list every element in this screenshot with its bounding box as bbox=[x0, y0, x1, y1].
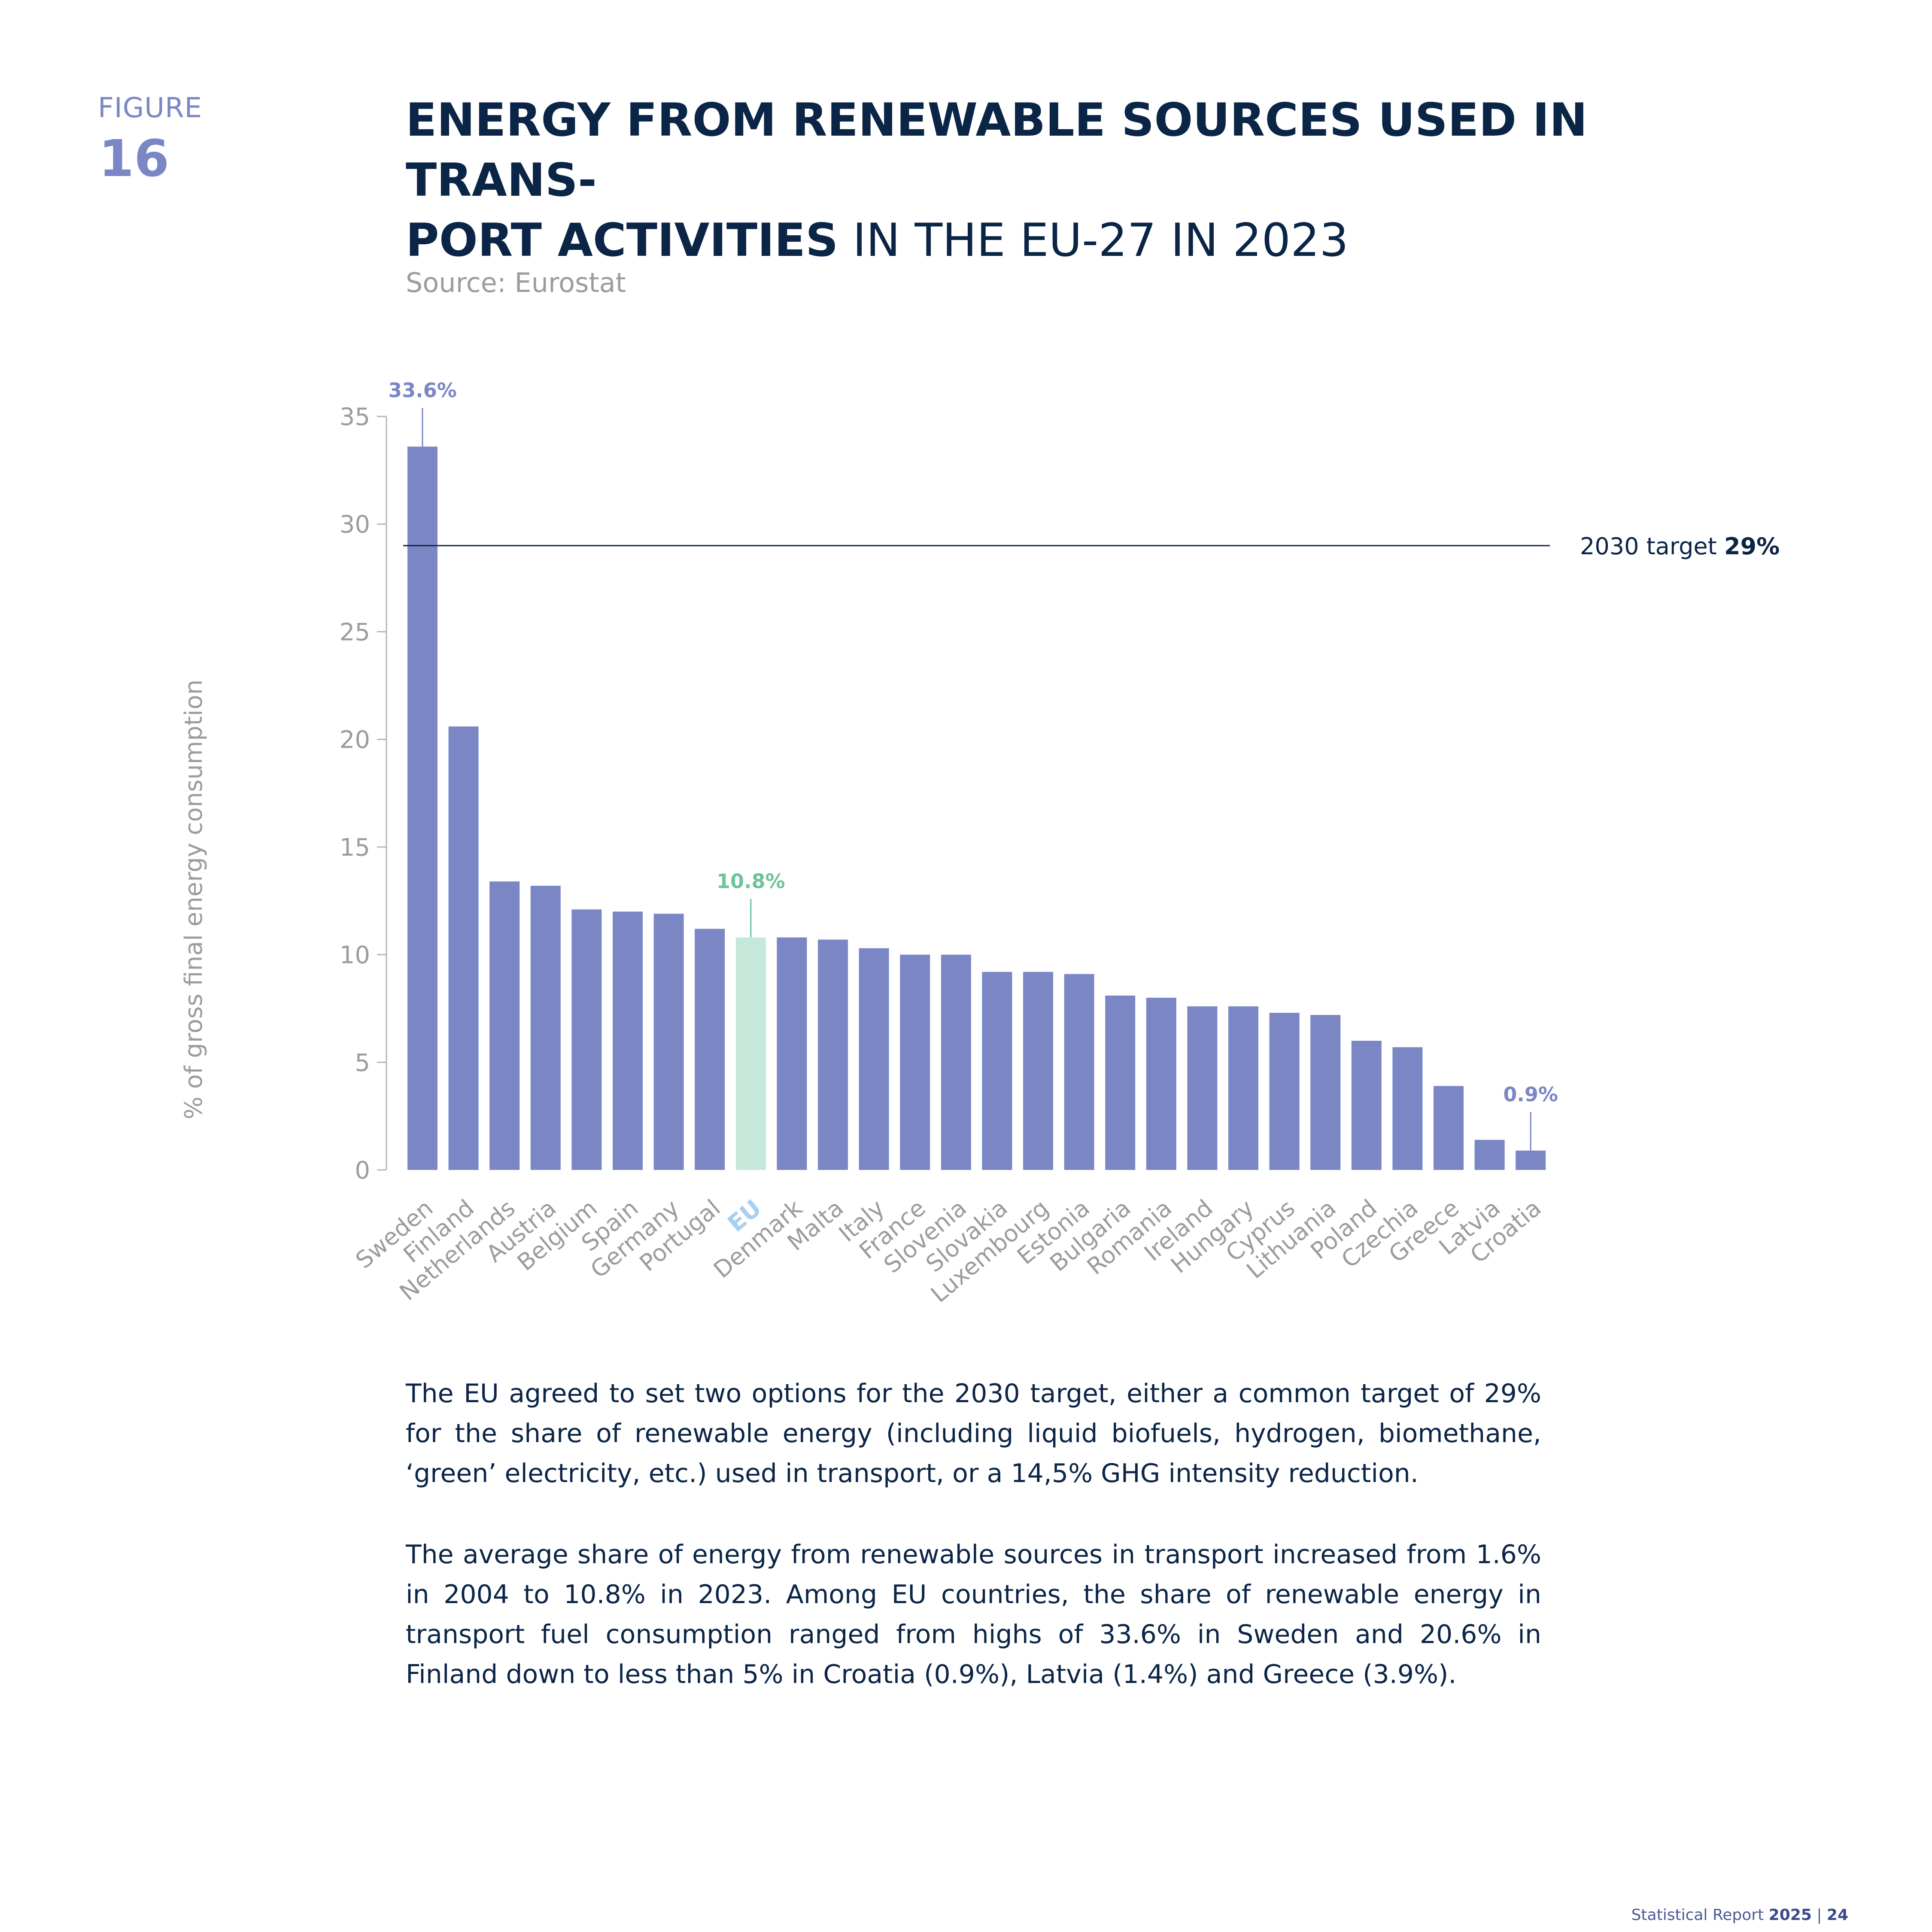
bar-estonia bbox=[1064, 974, 1094, 1170]
bar-chart: 0 5 10 15 20 25 30 35 SwedenFinlandNetherlandsA… bbox=[180, 379, 1780, 1308]
y-tick-label: 5 bbox=[355, 1049, 370, 1077]
bar-denmark bbox=[777, 937, 807, 1170]
title-bold-line1: ENERGY FROM RENEWABLE SOURCES USED IN TR… bbox=[406, 94, 1588, 207]
target-label-prefix: 2030 target bbox=[1580, 533, 1724, 560]
bar-austria bbox=[530, 886, 561, 1170]
bar-eu bbox=[735, 937, 766, 1170]
bar-greece bbox=[1434, 1086, 1464, 1170]
bar-poland bbox=[1351, 1041, 1382, 1170]
annotation-sweden: 33.6% bbox=[388, 379, 457, 402]
bar-croatia bbox=[1516, 1150, 1546, 1170]
paragraph-2: The average share of energy from renewab… bbox=[406, 1540, 1541, 1689]
y-tick-label: 20 bbox=[340, 726, 370, 754]
bar-malta bbox=[818, 939, 848, 1170]
paragraph-1: The EU agreed to set two options for the… bbox=[406, 1379, 1541, 1488]
title-light: IN THE EU-27 IN 2023 bbox=[838, 214, 1349, 267]
bar-slovakia bbox=[982, 972, 1012, 1170]
target-label-value: 29% bbox=[1724, 533, 1780, 560]
bar-netherlands bbox=[489, 881, 520, 1170]
bars bbox=[407, 447, 1546, 1170]
bar-slovenia bbox=[941, 954, 971, 1170]
page-footer: Statistical Report 2025 | 24 bbox=[1631, 1906, 1848, 1924]
bar-sweden bbox=[407, 447, 437, 1170]
bar-lithuania bbox=[1310, 1015, 1341, 1170]
bar-portugal bbox=[695, 929, 725, 1170]
footer-separator: | bbox=[1811, 1906, 1827, 1924]
bar-ireland bbox=[1187, 1006, 1218, 1170]
source-note: Source: Eurostat bbox=[406, 267, 626, 298]
y-tick-label: 15 bbox=[340, 834, 370, 862]
bar-cyprus bbox=[1269, 1012, 1300, 1170]
bar-spain bbox=[613, 911, 643, 1170]
figure-number: 16 bbox=[99, 129, 170, 188]
annotation-croatia: 0.9% bbox=[1503, 1083, 1558, 1106]
target-line-group: 2030 target 29% bbox=[403, 533, 1780, 560]
bar-czechia bbox=[1392, 1047, 1423, 1170]
footer-year: 2025 bbox=[1768, 1906, 1812, 1924]
bar-hungary bbox=[1228, 1006, 1258, 1170]
bar-bulgaria bbox=[1105, 995, 1136, 1170]
bar-germany bbox=[653, 914, 684, 1170]
bar-france bbox=[900, 954, 930, 1170]
y-tick-label: 0 bbox=[355, 1157, 370, 1185]
figure-label: FIGURE bbox=[98, 92, 203, 124]
footer-page: 24 bbox=[1826, 1906, 1848, 1924]
y-tick-label: 35 bbox=[340, 403, 370, 431]
bar-latvia bbox=[1474, 1139, 1505, 1170]
y-axis: 0 5 10 15 20 25 30 35 bbox=[340, 403, 387, 1185]
y-tick-label: 25 bbox=[340, 618, 370, 646]
bar-belgium bbox=[571, 909, 602, 1170]
value-annotations: 33.6% 10.8% 0.9% bbox=[388, 379, 1558, 1151]
x-axis-labels: SwedenFinlandNetherlandsAustriaBelgiumSp… bbox=[350, 1194, 1546, 1308]
bar-romania bbox=[1146, 997, 1176, 1170]
target-label: 2030 target 29% bbox=[1580, 533, 1780, 560]
footer-text: Statistical Report bbox=[1631, 1906, 1769, 1924]
chart-title: ENERGY FROM RENEWABLE SOURCES USED IN TR… bbox=[406, 90, 1694, 270]
annotation-eu: 10.8% bbox=[717, 869, 785, 893]
title-bold-line2: PORT ACTIVITIES bbox=[406, 214, 838, 267]
bar-finland bbox=[448, 726, 479, 1170]
y-tick-label: 30 bbox=[340, 511, 370, 539]
y-axis-label: % of gross final energy consumption bbox=[180, 680, 208, 1120]
bar-luxembourg bbox=[1023, 972, 1053, 1170]
y-tick-label: 10 bbox=[340, 942, 370, 969]
bar-italy bbox=[859, 948, 889, 1170]
